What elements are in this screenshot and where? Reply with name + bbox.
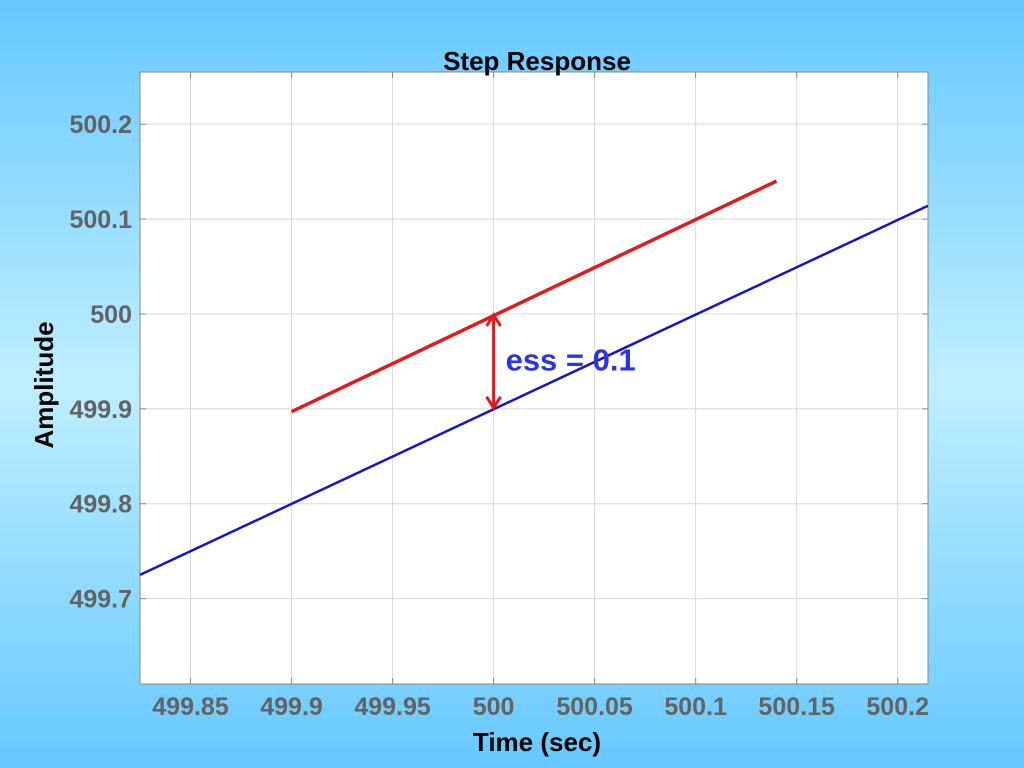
- x-tick-label: 500.15: [758, 693, 835, 721]
- y-tick-label: 500: [90, 301, 132, 329]
- ess-annotation-label: ess = 0.1: [506, 342, 636, 377]
- y-tick-label: 500.1: [69, 206, 132, 234]
- x-tick-label: 500.1: [664, 693, 727, 721]
- error-arrow-head-bottom: [485, 396, 502, 411]
- series-lines: [140, 179, 928, 577]
- plot-frame: [139, 71, 929, 685]
- x-tick-labels: 499.85 499.9 499.95 500 500.05 500.1 500.15 500…: [152, 693, 929, 721]
- series-line-2: [140, 204, 928, 577]
- x-tick-label: 499.95: [354, 693, 431, 721]
- y-tick-label: 500.2: [69, 111, 132, 139]
- x-tick-label: 500: [473, 693, 515, 721]
- y-tick-labels: 499.7 499.8 499.9 500 500.1 500.2: [69, 111, 132, 613]
- chart-title: Step Response: [443, 46, 631, 76]
- x-tick-label: 499.9: [260, 693, 323, 721]
- error-arrow-head-top: [485, 312, 502, 327]
- grid-lines: [140, 72, 928, 684]
- y-tick-label: 499.8: [69, 491, 132, 519]
- x-axis-label: Time (sec): [473, 727, 601, 757]
- annotations: ess = 0.1: [485, 312, 636, 411]
- y-axis-label: Amplitude: [29, 321, 59, 448]
- x-tick-label: 500.05: [556, 693, 633, 721]
- series-line-1: [290, 179, 778, 414]
- plot-area: [140, 72, 928, 684]
- axis-ticks: [140, 72, 928, 684]
- y-tick-label: 499.9: [69, 396, 132, 424]
- x-tick-label: 499.85: [152, 693, 229, 721]
- x-tick-label: 500.2: [866, 693, 929, 721]
- y-tick-label: 499.7: [69, 586, 132, 614]
